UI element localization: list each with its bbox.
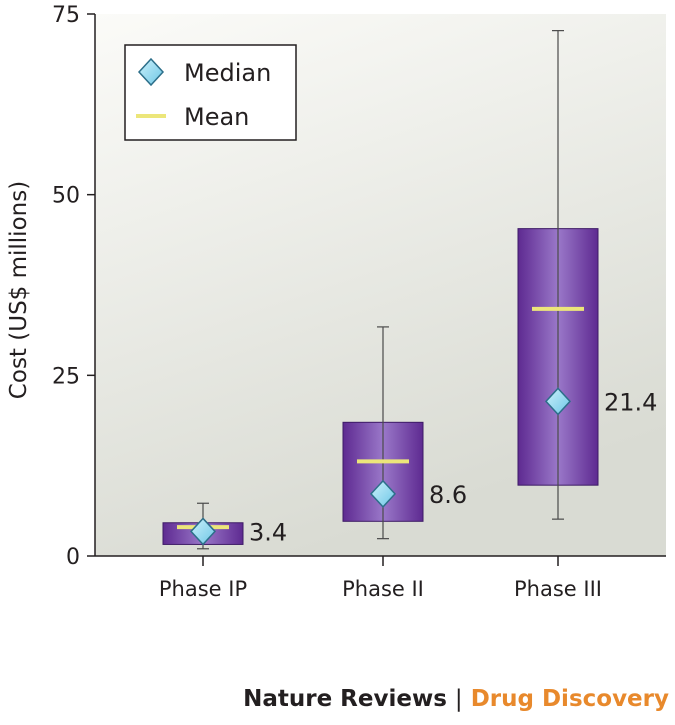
y-tick-label: 25 [52,364,80,389]
median-value-label: 8.6 [429,481,467,509]
box-group: 8.6 [342,326,467,540]
y-axis-label: Cost (US$ millions) [6,181,32,399]
journal-name: Nature Reviews [243,686,447,712]
box-group: 21.4 [517,30,657,520]
y-tick-label: 75 [52,3,80,28]
credit-separator: | [454,686,463,712]
median-marker [189,517,217,546]
legend-mean-label: Mean [184,103,249,131]
median-value-label: 3.4 [249,518,287,546]
y-tick-label: 0 [66,545,80,570]
legend: Median Mean [124,44,297,141]
y-tick-label: 50 [52,184,80,209]
median-marker [544,387,572,416]
median-marker [369,479,397,508]
box-plot-chart: 3.4 8.6 21.4 0 25 50 75 Phase IP Phase II Phase… [6,3,666,601]
journal-credit: Nature Reviews | Drug Discovery [243,686,669,712]
box-group: 3.4 [162,502,287,550]
legend-median-marker [137,57,165,87]
x-tick-label: Phase II [342,577,424,601]
subjournal-name: Drug Discovery [470,686,669,712]
x-tick-label: Phase IP [159,577,247,601]
x-tick-label: Phase III [514,577,602,601]
legend-median-label: Median [184,59,271,87]
median-value-label: 21.4 [604,388,657,416]
